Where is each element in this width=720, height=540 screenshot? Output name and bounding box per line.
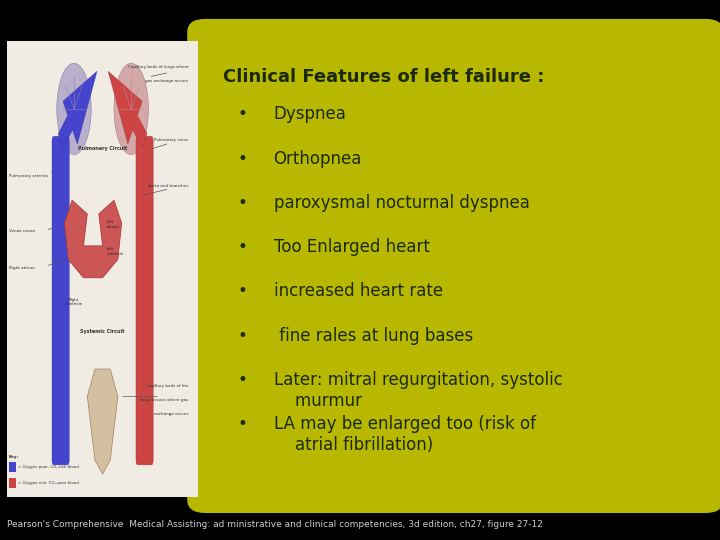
Bar [9, 462, 16, 472]
Text: •: • [238, 371, 248, 389]
Text: Right
ventricle: Right ventricle [66, 298, 83, 306]
Text: paroxysmal nocturnal dyspnea: paroxysmal nocturnal dyspnea [274, 194, 529, 212]
Polygon shape [65, 200, 122, 278]
Text: Pulmonary veins: Pulmonary veins [154, 138, 189, 142]
Text: LA may be enlarged too (risk of
    atrial fibrillation): LA may be enlarged too (risk of atrial f… [274, 415, 536, 454]
Text: Pearson's Comprehensive  Medical Assisting: ad ministrative and clinical compete: Pearson's Comprehensive Medical Assistin… [7, 521, 543, 529]
Text: •: • [238, 238, 248, 256]
Text: Orthopnea: Orthopnea [274, 150, 362, 167]
FancyBboxPatch shape [136, 136, 153, 465]
Text: fine rales at lung bases: fine rales at lung bases [274, 327, 473, 345]
Text: •: • [238, 415, 248, 433]
Text: •: • [238, 327, 248, 345]
Text: •: • [238, 282, 248, 300]
Text: exchange occurs: exchange occurs [154, 411, 189, 416]
Text: Dyspnea: Dyspnea [274, 105, 346, 123]
Text: •: • [238, 105, 248, 123]
FancyBboxPatch shape [52, 136, 69, 465]
Bar [9, 478, 16, 488]
Text: Systemic Circuit: Systemic Circuit [81, 328, 125, 334]
Text: Left
ventricle: Left ventricle [107, 247, 123, 256]
Text: = Oxygen rich, CO₂-poor blood: = Oxygen rich, CO₂-poor blood [18, 481, 78, 485]
Text: Venae cavae: Venae cavae [9, 229, 35, 233]
Text: Right atrium: Right atrium [9, 266, 35, 269]
FancyArrow shape [108, 71, 147, 148]
Text: Capillary beds of lungs where: Capillary beds of lungs where [127, 65, 189, 69]
Text: body tissues where gas: body tissues where gas [140, 398, 189, 402]
Ellipse shape [114, 63, 148, 154]
Text: Capillary beds of the: Capillary beds of the [146, 384, 189, 388]
Text: gas exchange occurs: gas exchange occurs [145, 78, 189, 83]
Text: Too Enlarged heart: Too Enlarged heart [274, 238, 429, 256]
Text: Aorta and branches: Aorta and branches [148, 184, 189, 187]
Text: Pulmonary Circuit: Pulmonary Circuit [78, 146, 127, 151]
Polygon shape [87, 369, 118, 474]
Text: Key:: Key: [9, 455, 19, 459]
Text: Pulmonary arteries: Pulmonary arteries [9, 174, 48, 178]
FancyBboxPatch shape [187, 19, 720, 513]
Text: Clinical Features of left failure :: Clinical Features of left failure : [223, 68, 544, 85]
Text: •: • [238, 194, 248, 212]
FancyArrow shape [58, 71, 97, 148]
Text: •: • [238, 150, 248, 167]
FancyBboxPatch shape [7, 40, 198, 497]
Text: Later: mitral regurgitation, systolic
    murmur: Later: mitral regurgitation, systolic mu… [274, 371, 562, 410]
Ellipse shape [57, 63, 91, 154]
Text: Left
atrium: Left atrium [107, 220, 120, 228]
Text: increased heart rate: increased heart rate [274, 282, 443, 300]
Text: = Oxygen poor, CO₂-rich blood: = Oxygen poor, CO₂-rich blood [18, 465, 78, 469]
